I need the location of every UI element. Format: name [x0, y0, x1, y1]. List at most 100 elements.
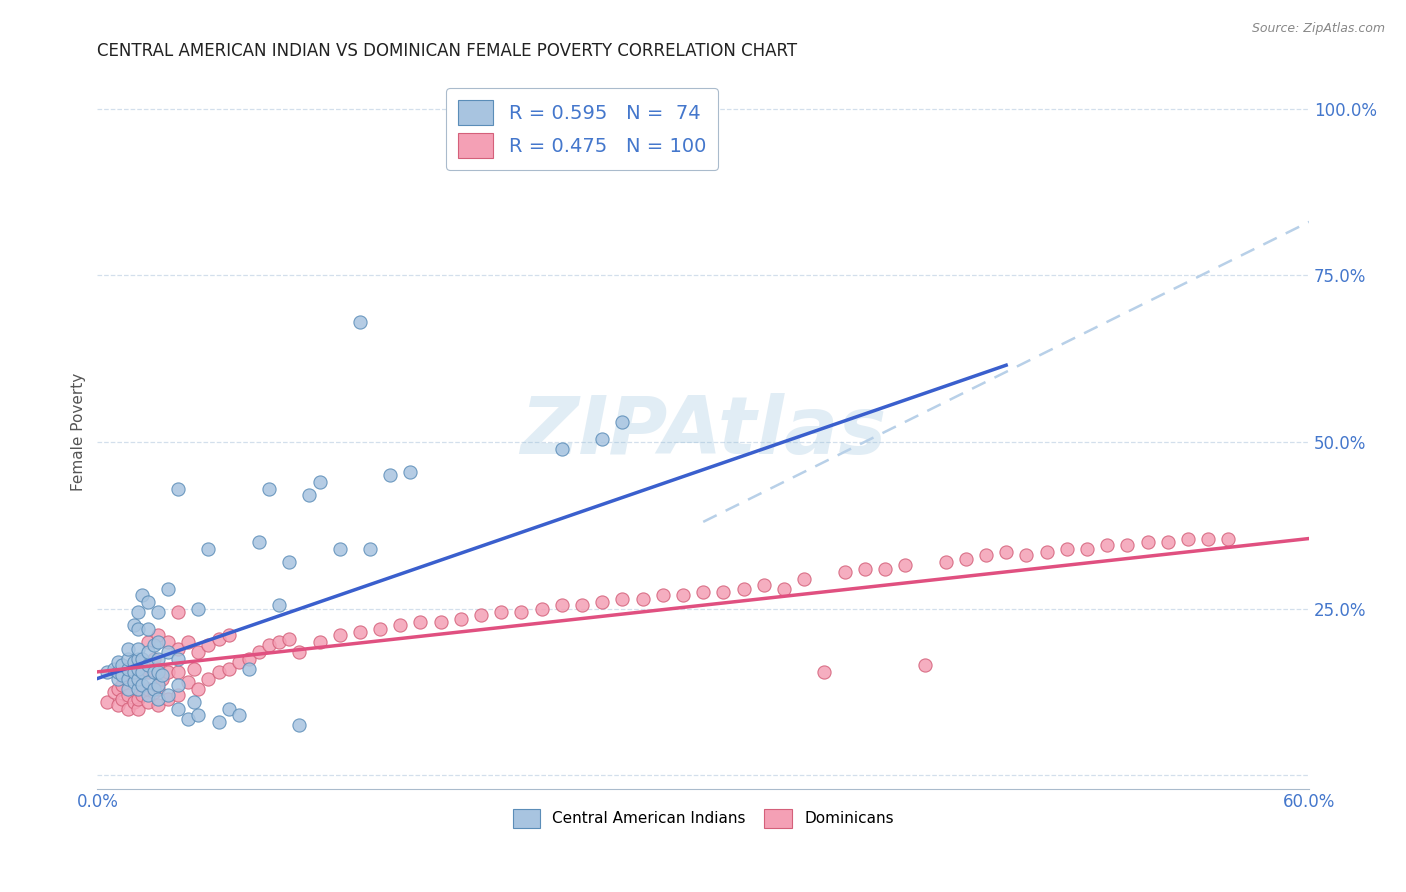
Point: [551, 598, 574, 612]
Point: [117, 672, 139, 686]
Point: [122, 618, 145, 632]
Point: [793, 572, 815, 586]
Point: [228, 655, 250, 669]
Point: [110, 691, 132, 706]
Point: [218, 628, 240, 642]
Point: [530, 601, 553, 615]
Point: [136, 665, 159, 679]
Point: [491, 605, 513, 619]
Point: [914, 658, 936, 673]
Point: [167, 678, 190, 692]
Point: [238, 651, 260, 665]
Point: [110, 668, 132, 682]
Point: [349, 315, 371, 329]
Point: [218, 701, 240, 715]
Point: [167, 641, 190, 656]
Point: [117, 641, 139, 656]
Point: [127, 691, 149, 706]
Point: [167, 651, 190, 665]
Point: [110, 658, 132, 673]
Point: [1177, 532, 1199, 546]
Point: [131, 688, 153, 702]
Point: [873, 561, 896, 575]
Point: [107, 665, 129, 679]
Point: [117, 701, 139, 715]
Point: [167, 605, 190, 619]
Point: [429, 615, 451, 629]
Y-axis label: Female Poverty: Female Poverty: [72, 373, 86, 491]
Point: [238, 661, 260, 675]
Point: [247, 534, 270, 549]
Point: [146, 651, 169, 665]
Point: [136, 645, 159, 659]
Point: [117, 661, 139, 675]
Point: [612, 415, 634, 429]
Point: [146, 678, 169, 692]
Point: [136, 681, 159, 696]
Point: [103, 685, 125, 699]
Point: [409, 615, 432, 629]
Point: [136, 595, 159, 609]
Point: [142, 651, 165, 665]
Point: [96, 665, 118, 679]
Point: [197, 672, 219, 686]
Point: [389, 618, 412, 632]
Point: [177, 635, 200, 649]
Point: [247, 645, 270, 659]
Point: [142, 638, 165, 652]
Point: [136, 674, 159, 689]
Point: [450, 611, 472, 625]
Point: [752, 578, 775, 592]
Point: [142, 681, 165, 696]
Point: [207, 665, 229, 679]
Point: [122, 655, 145, 669]
Point: [1095, 538, 1118, 552]
Point: [713, 585, 735, 599]
Point: [177, 674, 200, 689]
Point: [127, 668, 149, 682]
Point: [136, 658, 159, 673]
Point: [1157, 534, 1180, 549]
Point: [127, 681, 149, 696]
Point: [1197, 532, 1219, 546]
Point: [157, 688, 180, 702]
Point: [207, 714, 229, 729]
Point: [146, 661, 169, 675]
Point: [150, 672, 173, 686]
Point: [122, 674, 145, 689]
Point: [228, 708, 250, 723]
Point: [935, 555, 957, 569]
Point: [218, 661, 240, 675]
Point: [157, 645, 180, 659]
Point: [187, 645, 209, 659]
Point: [146, 681, 169, 696]
Point: [167, 688, 190, 702]
Point: [122, 665, 145, 679]
Point: [368, 622, 391, 636]
Point: [298, 488, 321, 502]
Legend: Central American Indians, Dominicans: Central American Indians, Dominicans: [506, 803, 900, 834]
Point: [127, 605, 149, 619]
Point: [692, 585, 714, 599]
Point: [127, 641, 149, 656]
Point: [146, 628, 169, 642]
Point: [510, 605, 533, 619]
Point: [853, 561, 876, 575]
Point: [136, 622, 159, 636]
Point: [308, 635, 330, 649]
Point: [1136, 534, 1159, 549]
Point: [127, 672, 149, 686]
Point: [131, 588, 153, 602]
Point: [974, 548, 997, 562]
Point: [329, 541, 352, 556]
Point: [278, 632, 301, 646]
Text: ZIPAtlas: ZIPAtlas: [520, 392, 886, 471]
Point: [150, 668, 173, 682]
Point: [167, 701, 190, 715]
Point: [733, 582, 755, 596]
Point: [207, 632, 229, 646]
Point: [146, 635, 169, 649]
Point: [117, 681, 139, 696]
Point: [122, 672, 145, 686]
Point: [380, 468, 402, 483]
